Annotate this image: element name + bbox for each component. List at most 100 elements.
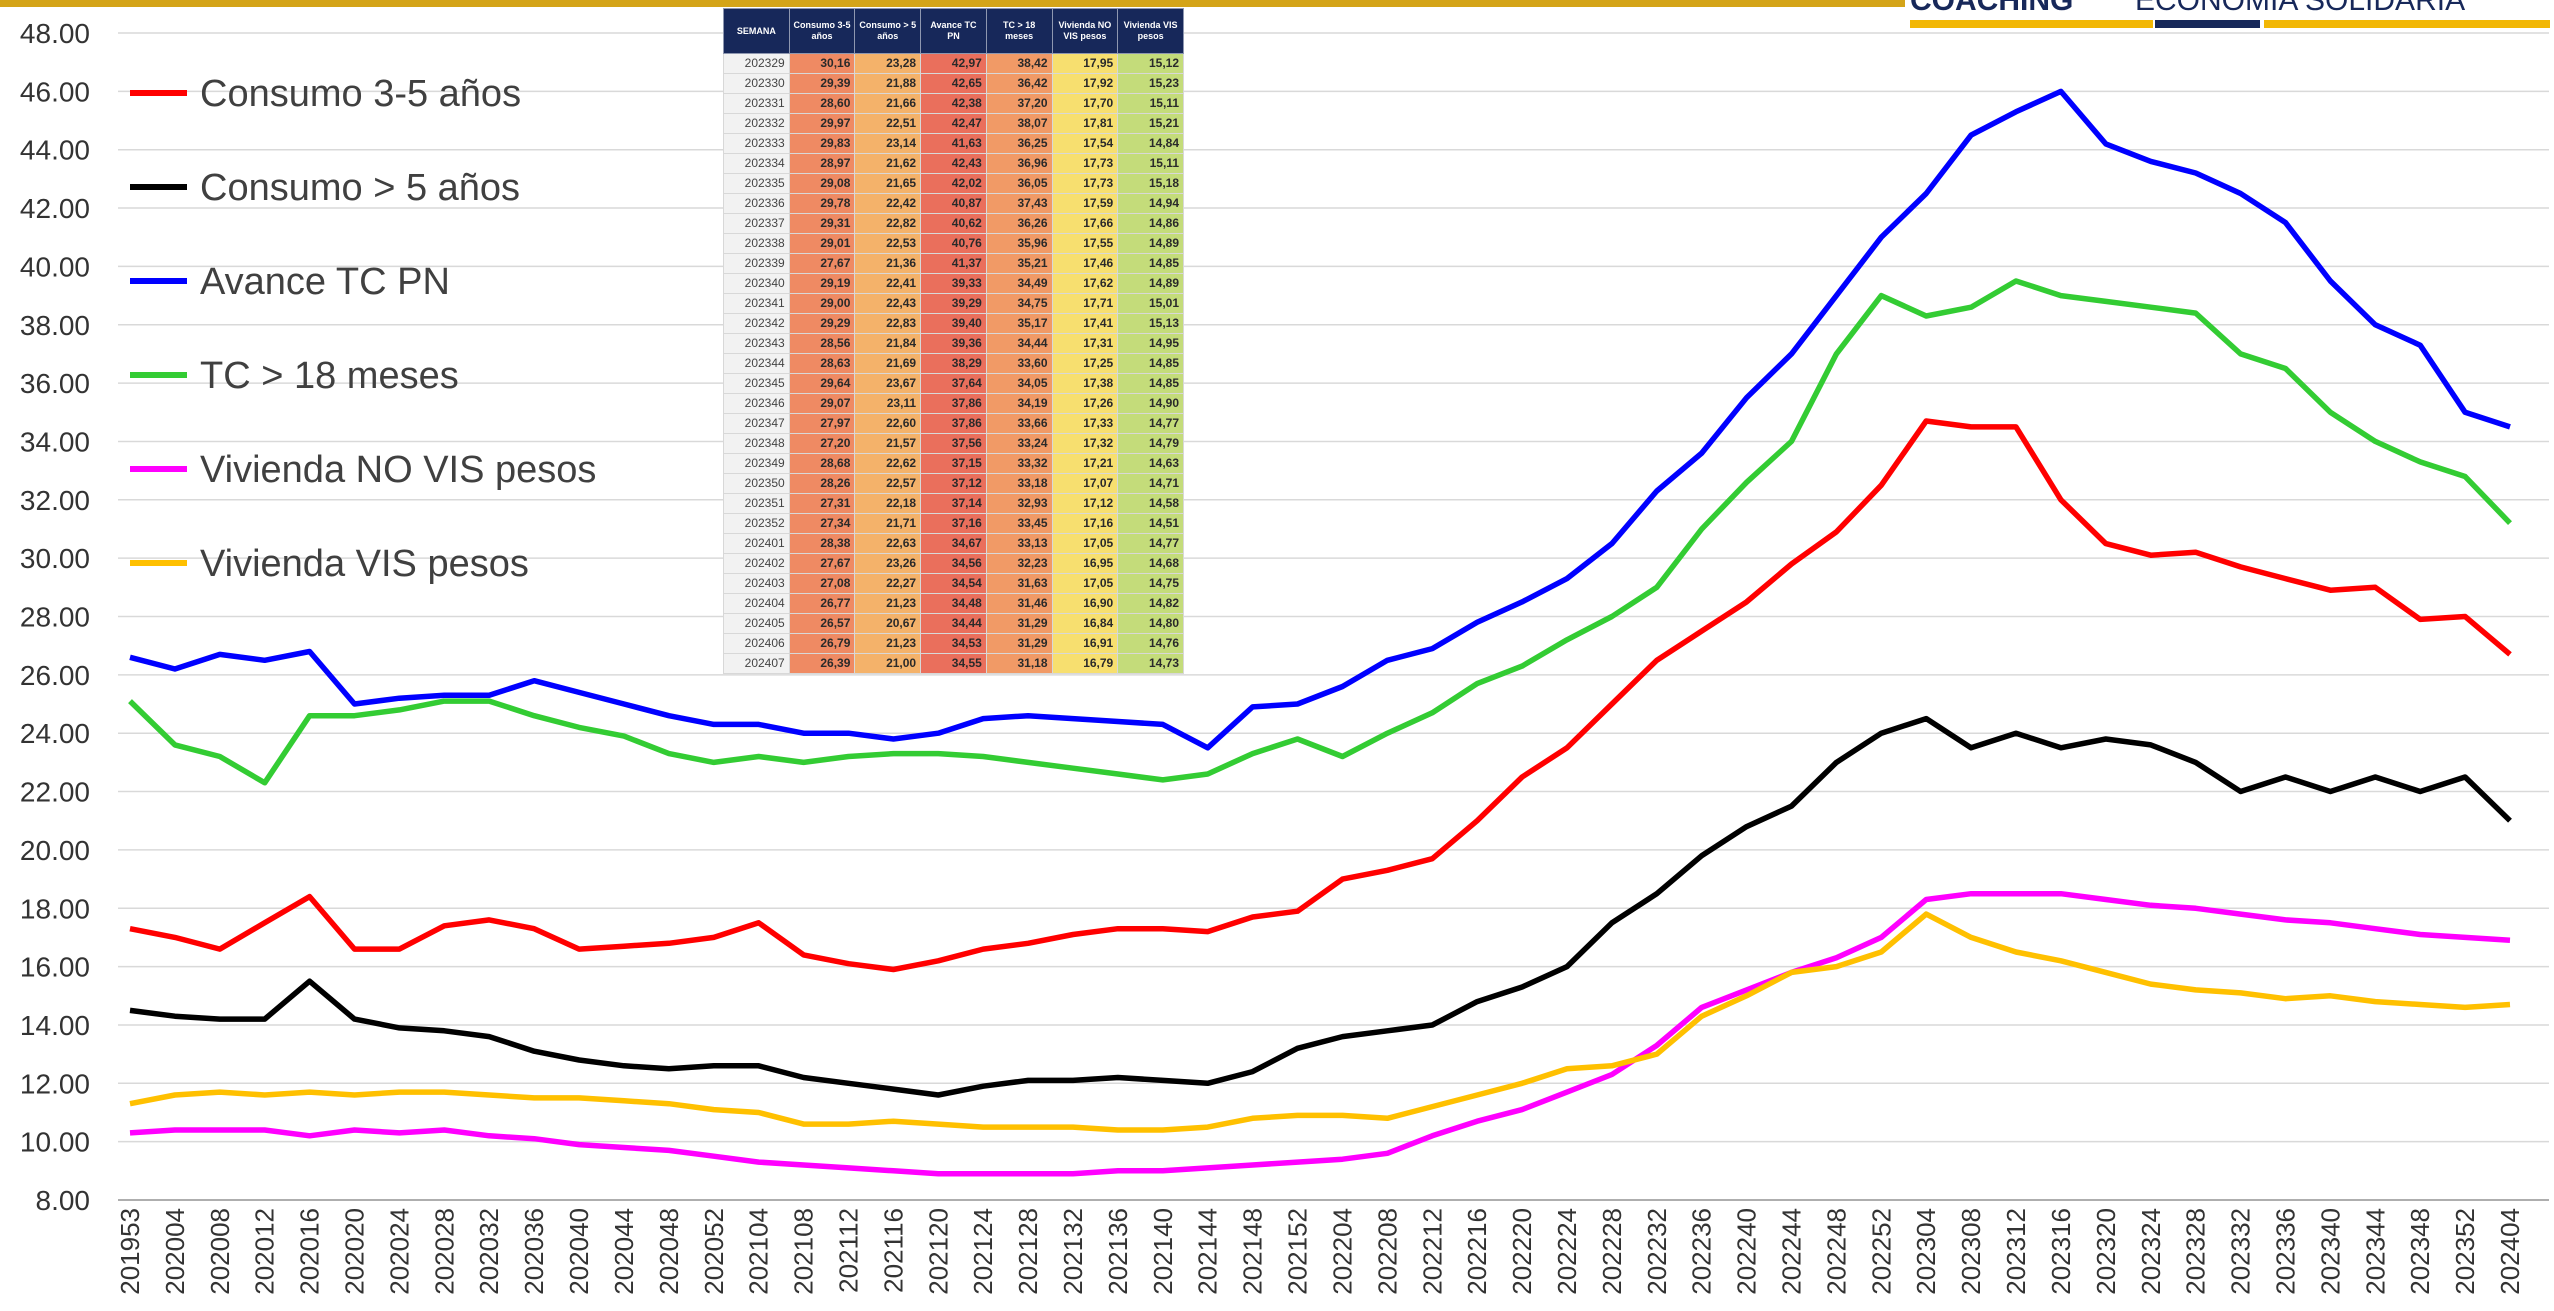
table-cell: 27,34: [788, 513, 856, 534]
table-cell: 17,05: [1051, 573, 1119, 594]
table-header: Consumo 3-5 años: [788, 8, 856, 54]
x-tick-label: 202024: [384, 1208, 414, 1295]
table-row: 202352 27,34 21,71 37,16 33,45 17,16 14,51: [723, 513, 1184, 534]
table-row: 202346 29,07 23,11 37,86 34,19 17,26 14,90: [723, 393, 1184, 414]
table-cell: 23,67: [854, 373, 922, 394]
legend: Consumo 3-5 años Consumo > 5 años Avance T…: [130, 73, 596, 585]
series-line: [129, 418, 2512, 973]
table-cell: 17,46: [1051, 253, 1119, 274]
x-tick-label: 202140: [1148, 1208, 1178, 1295]
table-cell: 34,05: [985, 373, 1053, 394]
table-cell: 21,62: [854, 153, 922, 174]
x-tick-label: 202224: [1552, 1208, 1582, 1295]
table-cell: 28,68: [788, 453, 856, 474]
table-cell: 22,18: [854, 493, 922, 514]
table-cell: 42,02: [920, 173, 987, 194]
table-cell: 17,21: [1051, 453, 1119, 474]
table-cell: 202351: [723, 493, 790, 514]
table-cell: 40,76: [920, 233, 987, 254]
x-tick-label: 202120: [923, 1208, 953, 1295]
table-cell: 17,26: [1051, 393, 1119, 414]
x-tick-label: 202004: [160, 1208, 190, 1295]
legend-label: TC > 18 meses: [200, 355, 459, 397]
table-cell: 29,29: [788, 313, 856, 334]
table-cell: 21,00: [854, 653, 922, 674]
table-cell: 29,19: [788, 273, 856, 294]
table-cell: 34,67: [920, 533, 987, 554]
table-cell: 202347: [723, 413, 790, 434]
legend-label: Consumo 3-5 años: [200, 73, 521, 115]
table-header: Vivienda NO VIS pesos: [1051, 8, 1119, 54]
table-cell: 35,21: [985, 253, 1053, 274]
table-cell: 15,01: [1117, 293, 1184, 314]
table-row: 202351 27,31 22,18 37,14 32,93 17,12 14,58: [723, 493, 1184, 514]
table-cell: 34,53: [920, 633, 987, 654]
legend-label: Consumo > 5 años: [200, 167, 520, 209]
data-table: SEMANA Consumo 3-5 años Consumo > 5 años Av…: [723, 8, 1184, 674]
table-cell: 34,44: [920, 613, 987, 634]
table-cell: 22,42: [854, 193, 922, 214]
table-cell: 14,76: [1117, 633, 1184, 654]
table-cell: 39,33: [920, 273, 987, 294]
x-tick-label: 202044: [609, 1208, 639, 1295]
y-tick-label: 22.00: [20, 777, 90, 808]
y-tick-label: 14.00: [20, 1010, 90, 1041]
table-row: 202403 27,08 22,27 34,54 31,63 17,05 14,75: [723, 573, 1184, 594]
table-cell: 202402: [723, 553, 790, 574]
x-tick-label: 202244: [1777, 1208, 1807, 1295]
table-cell: 22,60: [854, 413, 922, 434]
table-cell: 202346: [723, 393, 790, 414]
x-tick-label: 202228: [1597, 1208, 1627, 1295]
table-cell: 22,43: [854, 293, 922, 314]
table-cell: 22,63: [854, 533, 922, 554]
table-cell: 27,08: [788, 573, 856, 594]
table-cell: 22,62: [854, 453, 922, 474]
table-row: 202336 29,78 22,42 40,87 37,43 17,59 14,94: [723, 193, 1184, 214]
table-cell: 33,32: [985, 453, 1053, 474]
table-cell: 14,68: [1117, 553, 1184, 574]
table-cell: 21,23: [854, 633, 922, 654]
table-cell: 22,27: [854, 573, 922, 594]
x-tick-label: 202232: [1642, 1208, 1672, 1295]
table-cell: 202403: [723, 573, 790, 594]
x-tick-label: 202340: [2315, 1208, 2345, 1295]
table-cell: 14,71: [1117, 473, 1184, 494]
table-cell: 28,63: [788, 353, 856, 374]
table-cell: 36,26: [985, 213, 1053, 234]
lines: [128, 88, 2512, 1177]
table-cell: 16,91: [1051, 633, 1119, 654]
table-header: Consumo > 5 años: [854, 8, 922, 54]
table-cell: 14,82: [1117, 593, 1184, 614]
grid: [118, 32, 2549, 1201]
table-cell: 22,57: [854, 473, 922, 494]
logo-bar: [1910, 20, 2153, 28]
table-cell: 17,33: [1051, 413, 1119, 434]
y-tick-label: 8.00: [36, 1185, 91, 1216]
table-cell: 21,66: [854, 93, 922, 114]
y-tick-label: 38.00: [20, 310, 90, 341]
table-cell: 27,67: [788, 253, 856, 274]
table-cell: 29,83: [788, 133, 856, 154]
table-cell: 202348: [723, 433, 790, 454]
table-cell: 17,66: [1051, 213, 1119, 234]
table-cell: 37,14: [920, 493, 987, 514]
table-cell: 34,55: [920, 653, 987, 674]
table-cell: 40,87: [920, 193, 987, 214]
table-row: 202330 29,39 21,88 42,65 36,42 17,92 15,23: [723, 73, 1184, 94]
table-row: 202344 28,63 21,69 38,29 33,60 17,25 14,85: [723, 353, 1184, 374]
x-tick-label: 202332: [2226, 1208, 2256, 1295]
x-tick-label: 202144: [1193, 1208, 1223, 1295]
x-tick-label: 202016: [295, 1208, 325, 1295]
table-cell: 20,67: [854, 613, 922, 634]
table-cell: 202330: [723, 73, 790, 94]
table-cell: 29,31: [788, 213, 856, 234]
table-row: 202406 26,79 21,23 34,53 31,29 16,91 14,76: [723, 633, 1184, 654]
x-tick-label: 202036: [519, 1208, 549, 1295]
x-tick-label: 202236: [1687, 1208, 1717, 1295]
table-cell: 33,45: [985, 513, 1053, 534]
y-tick-label: 42.00: [20, 193, 90, 224]
table-cell: 22,82: [854, 213, 922, 234]
table-cell: 17,70: [1051, 93, 1119, 114]
table-cell: 28,56: [788, 333, 856, 354]
